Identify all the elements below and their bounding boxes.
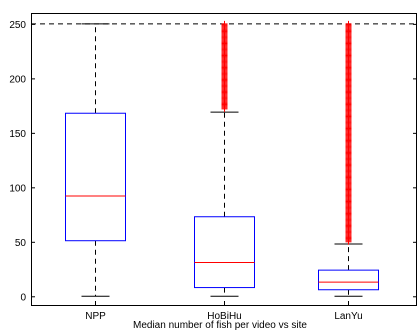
box-npp (65, 23, 126, 297)
box-lanyu (318, 20, 379, 297)
outliers (221, 20, 228, 112)
y-tick-label: 200 (9, 74, 26, 85)
outliers (345, 20, 352, 245)
iqr-box (194, 216, 255, 289)
iqr-box (65, 112, 126, 242)
x-tick-labels: NPP HoBiHu LanYu (85, 311, 362, 322)
x-tick-label: NPP (85, 311, 106, 322)
y-tick-label: 50 (15, 238, 27, 249)
boxes (65, 20, 379, 297)
y-tick-label: 0 (20, 292, 26, 303)
y-tick-labels: 0 50 100 150 200 250 (9, 20, 26, 303)
x-tick-label: LanYu (334, 311, 362, 322)
y-tick-label: 250 (9, 20, 26, 31)
x-tick-label: HoBiHu (207, 311, 241, 322)
x-axis-label: Median number of fish per video vs site (133, 320, 307, 330)
iqr-box (318, 269, 379, 291)
y-tick-label: 100 (9, 183, 26, 194)
box-hobihu (194, 20, 255, 297)
y-tick-label: 150 (9, 129, 26, 140)
